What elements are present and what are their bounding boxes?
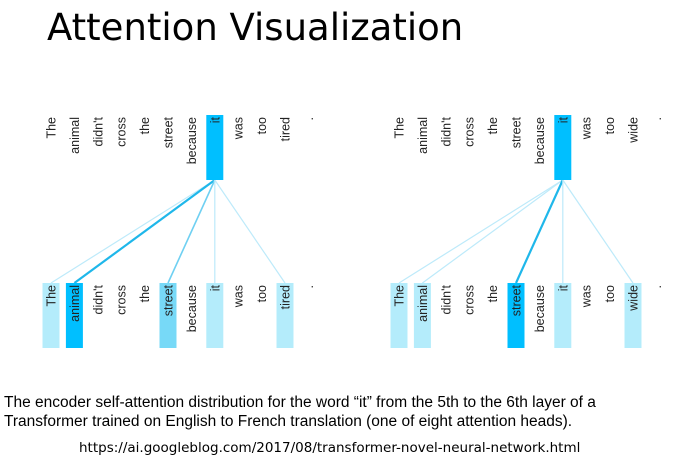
attention-weight-box bbox=[206, 283, 224, 348]
bottom-token-label: too bbox=[603, 285, 617, 302]
top-token-label: too bbox=[255, 117, 269, 134]
top-token-label: animal bbox=[416, 117, 430, 154]
top-token-label: wide bbox=[627, 117, 641, 144]
attention-weight-box bbox=[159, 283, 177, 348]
attention-weight-box bbox=[65, 283, 83, 348]
bottom-token-label: didn't bbox=[439, 284, 453, 314]
attention-weight-box bbox=[554, 283, 572, 348]
attention-line bbox=[398, 179, 564, 284]
figure-caption: The encoder self-attention distribution … bbox=[4, 393, 698, 431]
bottom-token-label: too bbox=[255, 285, 269, 302]
source-link[interactable]: https://ai.googleblog.com/2017/08/transf… bbox=[79, 440, 581, 456]
top-token-label: street bbox=[510, 116, 524, 148]
attention-line bbox=[562, 179, 634, 284]
bottom-token-label: because bbox=[185, 285, 199, 332]
bottom-token-label: the bbox=[486, 285, 500, 302]
top-token-label: it bbox=[208, 116, 222, 123]
slide-title: Attention Visualization bbox=[47, 6, 464, 49]
attention-line bbox=[50, 179, 216, 284]
bottom-token-label: wide bbox=[627, 285, 641, 312]
bottom-token-label: it bbox=[208, 284, 222, 291]
bottom-token-label: The bbox=[393, 285, 407, 307]
bottom-token-label: the bbox=[138, 285, 152, 302]
top-token-label: was bbox=[232, 117, 246, 140]
bottom-token-label: didn't bbox=[91, 284, 105, 314]
top-token-label: was bbox=[580, 117, 594, 140]
top-token-label: . bbox=[650, 117, 664, 120]
bottom-token-label: cross bbox=[115, 285, 129, 315]
top-token-label: because bbox=[185, 117, 199, 164]
attention-line bbox=[167, 179, 216, 284]
attention-weight-box bbox=[276, 283, 294, 348]
top-token-label: the bbox=[486, 117, 500, 134]
query-token-highlight bbox=[554, 115, 572, 180]
caption-line-1: The encoder self-attention distribution … bbox=[4, 394, 596, 411]
bottom-token-label: animal bbox=[416, 285, 430, 322]
top-token-label: too bbox=[603, 117, 617, 134]
top-token-label: The bbox=[45, 117, 59, 139]
attention-line bbox=[422, 179, 564, 284]
top-token-label: cross bbox=[115, 117, 129, 147]
bottom-token-label: because bbox=[533, 285, 547, 332]
attention-line bbox=[73, 179, 216, 284]
attention-weight-box bbox=[507, 283, 525, 348]
bottom-token-label: animal bbox=[68, 285, 82, 322]
caption-line-2: Transformer trained on English to French… bbox=[4, 413, 573, 430]
top-token-label: animal bbox=[68, 117, 82, 154]
bottom-token-label: street bbox=[510, 284, 524, 316]
top-token-label: . bbox=[302, 117, 316, 120]
top-token-label: the bbox=[138, 117, 152, 134]
query-token-highlight bbox=[206, 115, 224, 180]
attention-weight-box bbox=[413, 283, 431, 348]
attention-weight-box bbox=[390, 283, 408, 348]
top-token-label: cross bbox=[463, 117, 477, 147]
top-token-label: it bbox=[556, 116, 570, 123]
bottom-token-label: The bbox=[45, 285, 59, 307]
bottom-token-label: it bbox=[556, 284, 570, 291]
bottom-token-label: cross bbox=[463, 285, 477, 315]
bottom-token-label: . bbox=[302, 285, 316, 288]
bottom-token-label: was bbox=[580, 285, 594, 308]
top-token-label: The bbox=[393, 117, 407, 139]
attention-line bbox=[514, 179, 564, 284]
attention-panel-left: The animal didn't cross the street because it wa… bbox=[42, 115, 316, 348]
attention-panel-right: The animal didn't cross the street because it wa… bbox=[390, 115, 664, 348]
bottom-token-label: street bbox=[162, 284, 176, 316]
attention-weight-box bbox=[42, 283, 60, 348]
bottom-token-label: . bbox=[650, 285, 664, 288]
bottom-token-label: was bbox=[232, 285, 246, 308]
attention-line bbox=[214, 179, 286, 284]
top-token-label: tired bbox=[279, 117, 293, 141]
top-token-label: because bbox=[533, 117, 547, 164]
bottom-token-label: tired bbox=[279, 285, 293, 309]
top-token-label: didn't bbox=[439, 116, 453, 146]
top-token-label: street bbox=[162, 116, 176, 148]
top-token-label: didn't bbox=[91, 116, 105, 146]
attention-weight-box bbox=[624, 283, 642, 348]
